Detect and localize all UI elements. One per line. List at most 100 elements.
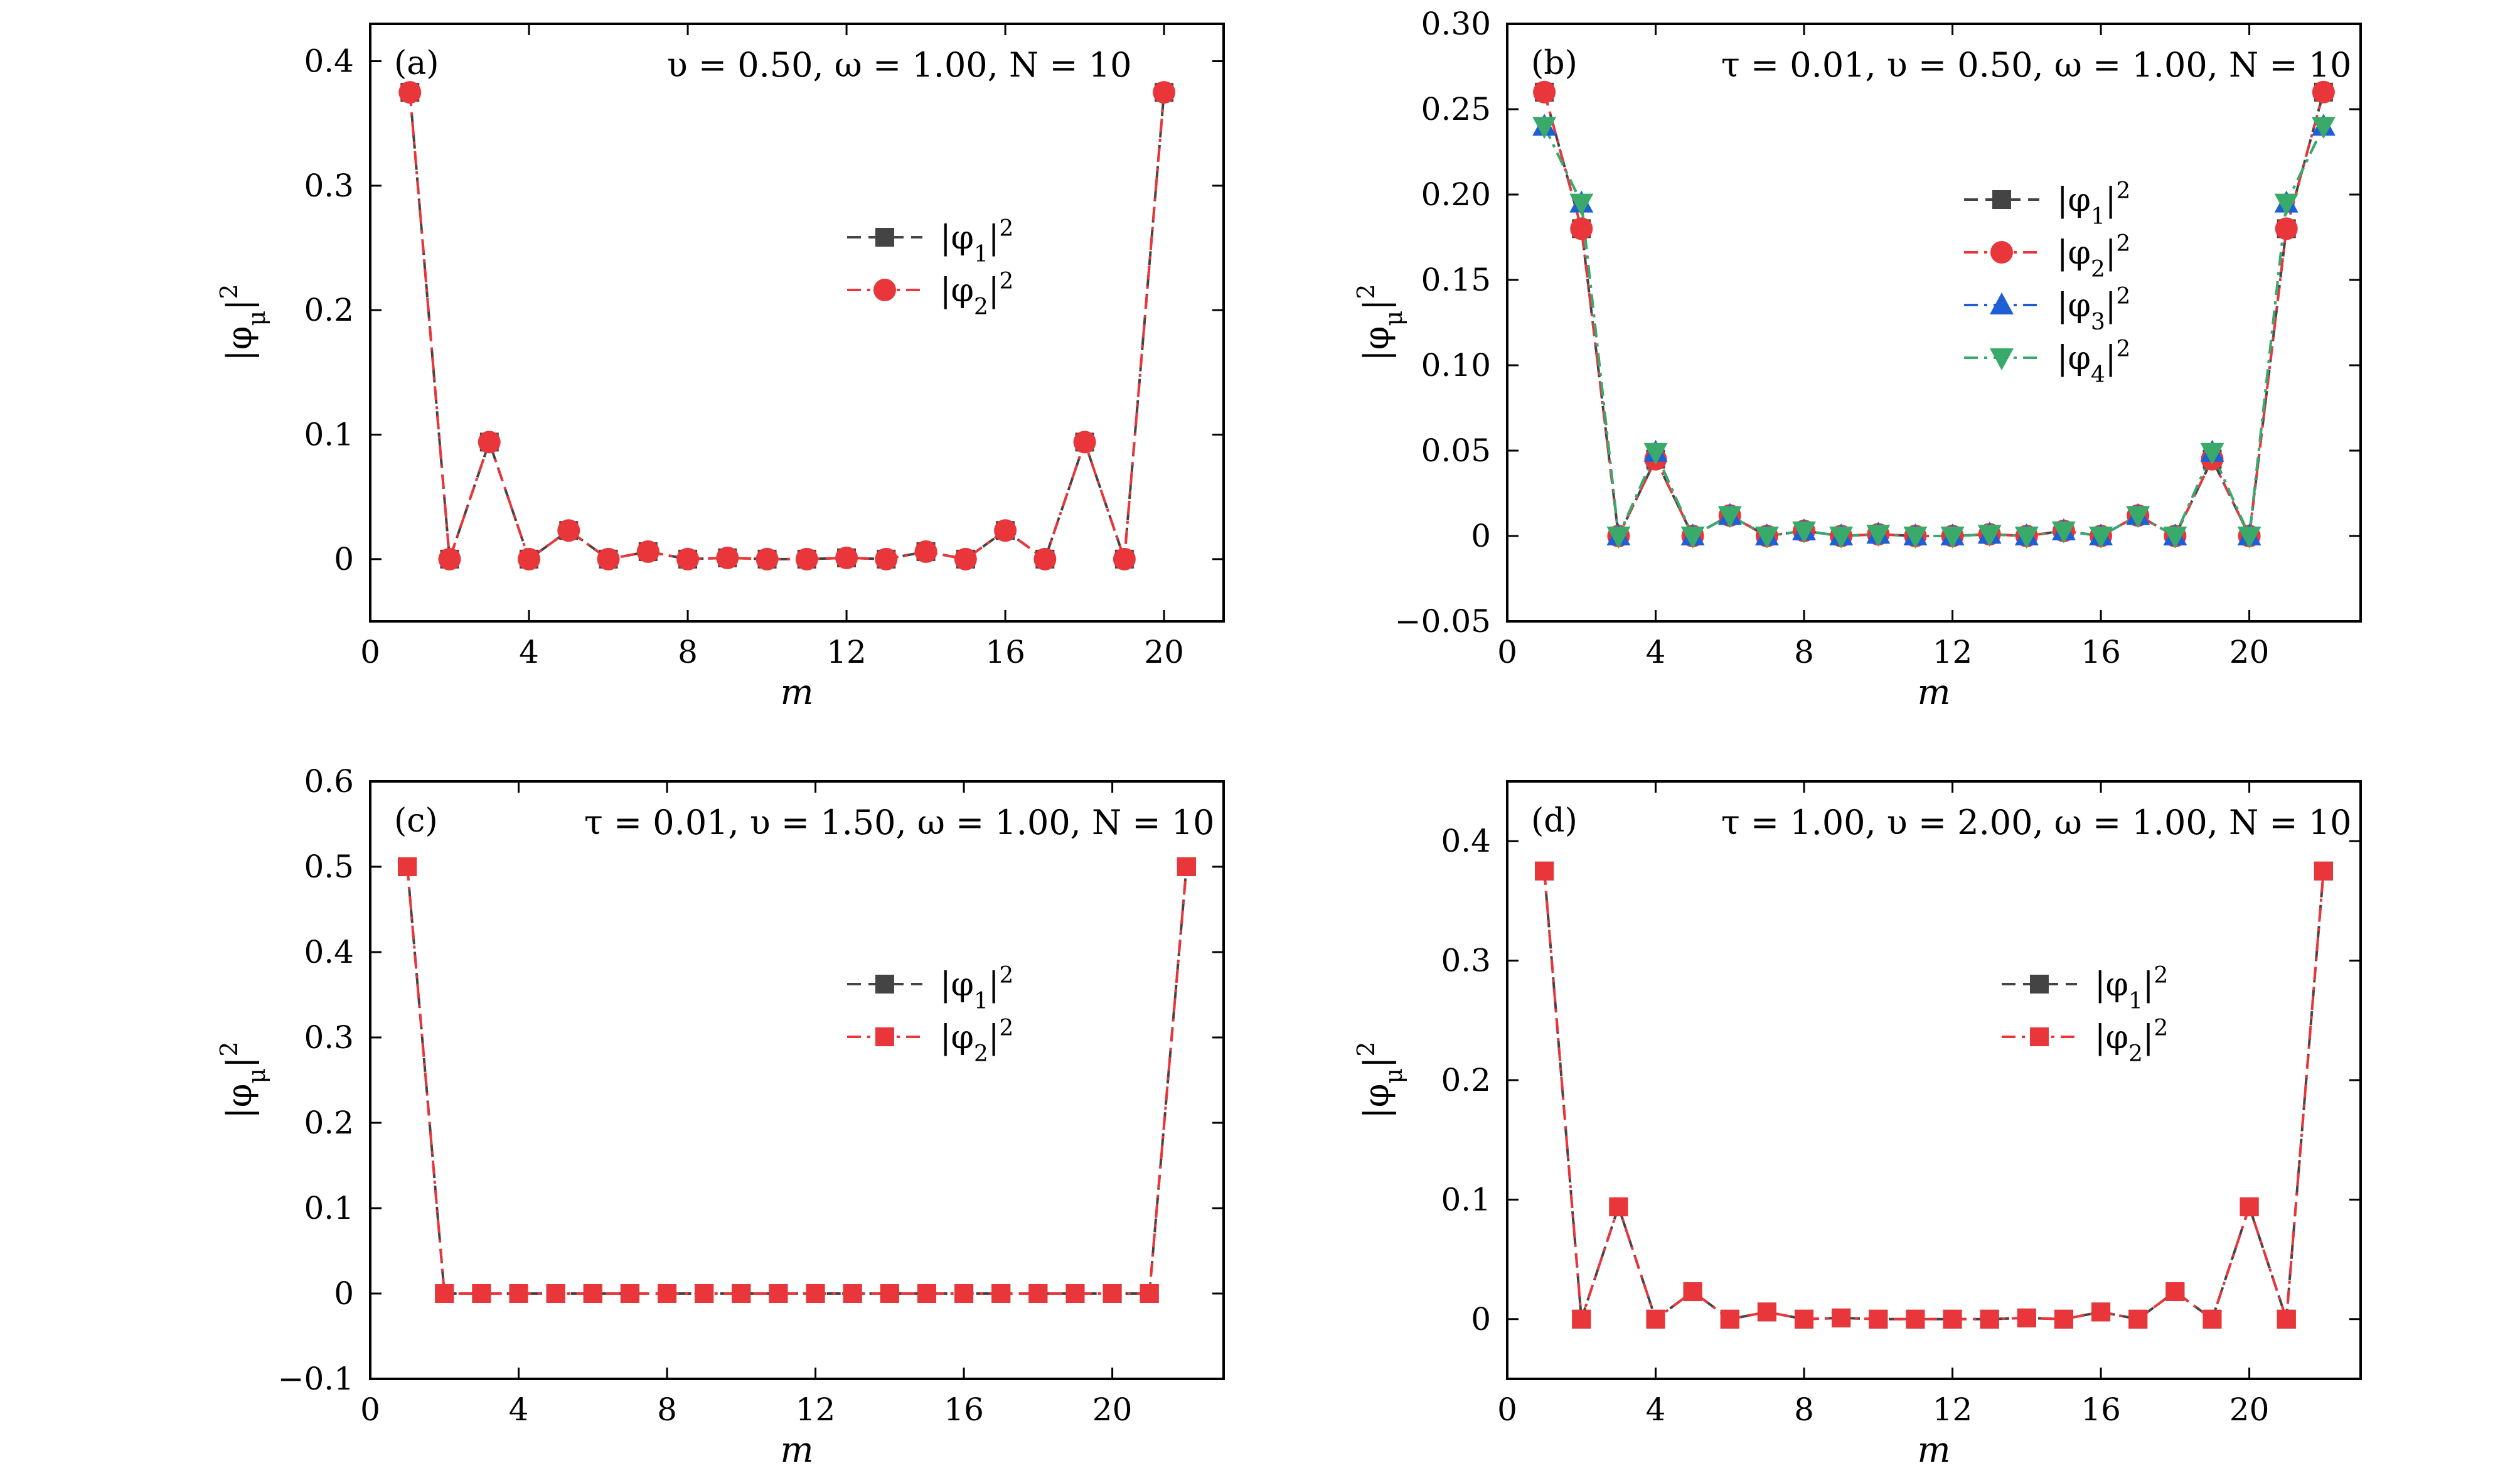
data-point bbox=[1572, 1309, 1591, 1329]
data-point bbox=[1792, 521, 1817, 544]
data-point bbox=[994, 519, 1017, 542]
x-tick-label: 16 bbox=[944, 1391, 984, 1428]
y-tick-label: 0.20 bbox=[1421, 176, 1491, 213]
data-point bbox=[875, 547, 898, 571]
data-point bbox=[1754, 527, 1779, 549]
y-tick-label: 0.30 bbox=[1421, 6, 1491, 42]
x-tick-label: 16 bbox=[2081, 634, 2121, 670]
panel-b: 0 4 8 12 16 20−0.0500.050.100.150.200.250.30m… bbox=[1352, 6, 2362, 713]
data-point bbox=[1757, 1302, 1776, 1322]
data-point bbox=[2311, 117, 2336, 139]
data-point bbox=[835, 546, 858, 569]
x-tick-label: 20 bbox=[1144, 634, 1184, 670]
data-point bbox=[2165, 1282, 2185, 1302]
y-tick-label: 0 bbox=[334, 541, 354, 577]
y-tick-label: 0.2 bbox=[1441, 1062, 1491, 1098]
data-point bbox=[636, 540, 659, 563]
data-point bbox=[1033, 547, 1057, 571]
data-point bbox=[1869, 1309, 1888, 1329]
data-point bbox=[716, 546, 739, 569]
y-tick-label: 0.4 bbox=[1441, 823, 1491, 859]
data-point bbox=[1832, 1308, 1851, 1327]
data-point bbox=[1569, 193, 1594, 216]
data-point bbox=[2054, 1309, 2073, 1329]
plot-frame bbox=[1506, 23, 2362, 623]
data-point bbox=[398, 857, 417, 876]
x-tick-label: 12 bbox=[1933, 1391, 1973, 1428]
data-point bbox=[1940, 527, 1965, 549]
data-point bbox=[583, 1284, 602, 1303]
data-point bbox=[1977, 525, 2002, 547]
data-point bbox=[1943, 1309, 1962, 1329]
legend-marker bbox=[1990, 241, 2013, 264]
data-point bbox=[2274, 193, 2298, 216]
data-point bbox=[2163, 527, 2187, 549]
panel-tag: (d) bbox=[1531, 802, 1578, 840]
x-tick-label: 4 bbox=[1646, 1391, 1666, 1428]
y-tick-label: 0.05 bbox=[1421, 432, 1491, 469]
panel-tag: (c) bbox=[394, 802, 438, 840]
panel-tag: (b) bbox=[1531, 45, 1578, 82]
data-point bbox=[2275, 217, 2298, 240]
data-point bbox=[2128, 1309, 2148, 1329]
data-point bbox=[1609, 1197, 1628, 1216]
x-tick-label: 12 bbox=[826, 634, 867, 670]
panel-title: τ = 0.01, υ = 0.50, ω = 1.00, N = 10 bbox=[1721, 45, 2352, 85]
legend-marker bbox=[2030, 1027, 2049, 1046]
data-point bbox=[917, 1284, 936, 1303]
data-point bbox=[1643, 442, 1668, 465]
x-tick-label: 8 bbox=[678, 634, 698, 670]
data-point bbox=[676, 547, 700, 571]
data-point bbox=[1533, 80, 1556, 104]
data-point bbox=[435, 1284, 454, 1303]
data-point bbox=[472, 1284, 491, 1303]
data-point bbox=[2014, 527, 2039, 549]
data-point bbox=[1720, 1309, 1739, 1329]
legend-marker bbox=[1990, 348, 2014, 370]
data-point bbox=[2091, 1302, 2111, 1322]
data-point bbox=[2240, 1197, 2259, 1216]
series-line-2 bbox=[1543, 871, 2325, 1322]
data-point bbox=[557, 519, 580, 542]
data-point bbox=[2051, 521, 2076, 544]
y-tick-label: 0.15 bbox=[1421, 262, 1491, 298]
data-point bbox=[1570, 217, 1593, 240]
data-point bbox=[2314, 861, 2333, 881]
data-point bbox=[2237, 527, 2261, 549]
data-point bbox=[478, 431, 501, 454]
x-axis-label: m bbox=[780, 672, 813, 713]
x-axis-label: m bbox=[780, 1430, 813, 1468]
data-point bbox=[1980, 1309, 1999, 1329]
y-tick-label: 0 bbox=[1471, 518, 1491, 554]
x-tick-label: 20 bbox=[2229, 1391, 2270, 1428]
data-point bbox=[795, 547, 818, 571]
data-point bbox=[1113, 547, 1136, 571]
legend-marker bbox=[875, 975, 894, 994]
x-tick-label: 0 bbox=[1497, 634, 1517, 670]
y-tick-label: 0.10 bbox=[1421, 347, 1491, 383]
data-point bbox=[1153, 81, 1176, 104]
data-point bbox=[1795, 1309, 1814, 1329]
legend-marker bbox=[1992, 190, 2011, 209]
series-line-2 bbox=[408, 92, 1166, 562]
data-point bbox=[2200, 442, 2224, 465]
x-tick-label: 8 bbox=[1794, 634, 1814, 670]
y-tick-label: 0.2 bbox=[304, 1105, 354, 1141]
y-tick-label: 0.3 bbox=[1441, 943, 1491, 979]
data-point bbox=[546, 1284, 565, 1303]
legend-marker bbox=[875, 1027, 894, 1046]
data-point bbox=[954, 1284, 974, 1303]
y-tick-label: 0 bbox=[334, 1275, 354, 1312]
panel-c: 0 4 8 12 16 20−0.100.10.20.30.40.50.6m|φμ|2(c… bbox=[215, 763, 1225, 1468]
x-tick-label: 0 bbox=[360, 1391, 380, 1428]
data-point bbox=[880, 1284, 899, 1303]
data-point bbox=[769, 1284, 788, 1303]
data-point bbox=[1073, 431, 1096, 454]
data-point bbox=[620, 1284, 639, 1303]
y-tick-label: 0.4 bbox=[304, 43, 354, 80]
data-point bbox=[1606, 527, 1631, 549]
legend-marker bbox=[873, 279, 896, 301]
data-point bbox=[1906, 1309, 1925, 1329]
data-point bbox=[1532, 117, 1557, 139]
data-point bbox=[509, 1284, 528, 1303]
